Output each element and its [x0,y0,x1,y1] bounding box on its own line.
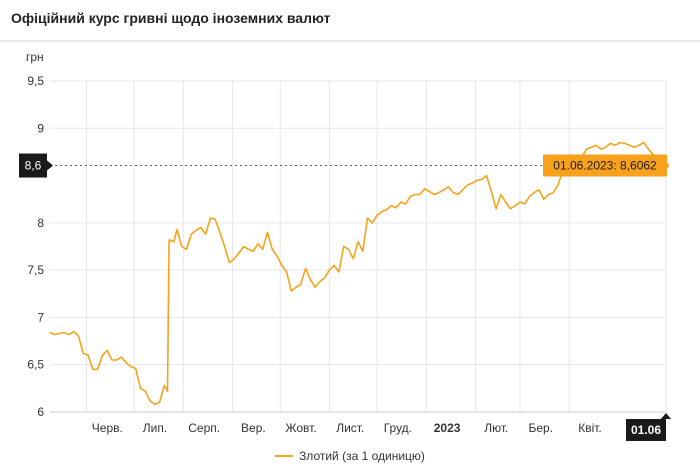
y-axis-label: грн [26,50,44,64]
legend-swatch [275,454,294,457]
x-tick-label: Серп. [188,421,220,435]
legend[interactable]: Злотий (за 1 одиницю) [0,449,700,463]
x-value-marker [626,419,666,441]
x-tick-label: Груд. [384,421,412,435]
y-value-marker-label: 8,6 [25,159,42,173]
overlay-layer: 8,6 01.06.2023: 8,6062 01.06 [19,153,671,441]
title-bar: Офіційний курс гривні щодо іноземних вал… [0,0,700,41]
x-tick-label: Лют. [484,421,508,435]
x-tick-label: Вер. [241,421,266,435]
x-tick-label: 2023 [434,421,461,435]
y-tick-label: 7,5 [27,263,44,277]
page-title: Офіційний курс гривні щодо іноземних вал… [11,10,331,26]
x-tick-label: Жовт. [285,421,316,435]
y-tick-label: 6,5 [27,358,44,372]
x-tick-label: Лип. [143,421,167,435]
x-tick-label: Бер. [528,421,553,435]
grid-layer [50,80,667,413]
x-tick-label: Черв. [92,421,123,435]
tooltip-box [543,154,667,177]
y-tick-label: 7 [37,310,44,324]
y-tick-label: 9 [37,121,44,135]
y-value-marker-arrow [47,160,53,171]
x-tick-label: Лист. [336,421,364,435]
exchange-rate-chart: 6 6,5 7 7,5 8 9 9,5 грн Черв. Лип. Серп. Вер. Жовт. Л… [19,50,671,441]
y-value-marker [19,153,47,178]
axis-layer: 6 6,5 7 7,5 8 9 9,5 грн Черв. Лип. Серп. Вер. Жовт. Л… [26,50,666,435]
x-value-marker-arrow [661,413,671,419]
tooltip-text: 01.06.2023: 8,6062 [553,159,657,173]
legend-label[interactable]: Злотий (за 1 одиницю) [299,449,425,463]
y-tick-label: 9,5 [27,74,44,88]
y-tick-label: 8 [37,216,44,230]
y-tick-label: 6 [37,405,44,419]
x-value-marker-label: 01.06 [631,423,661,437]
x-tick-label: Квіт. [578,421,602,435]
